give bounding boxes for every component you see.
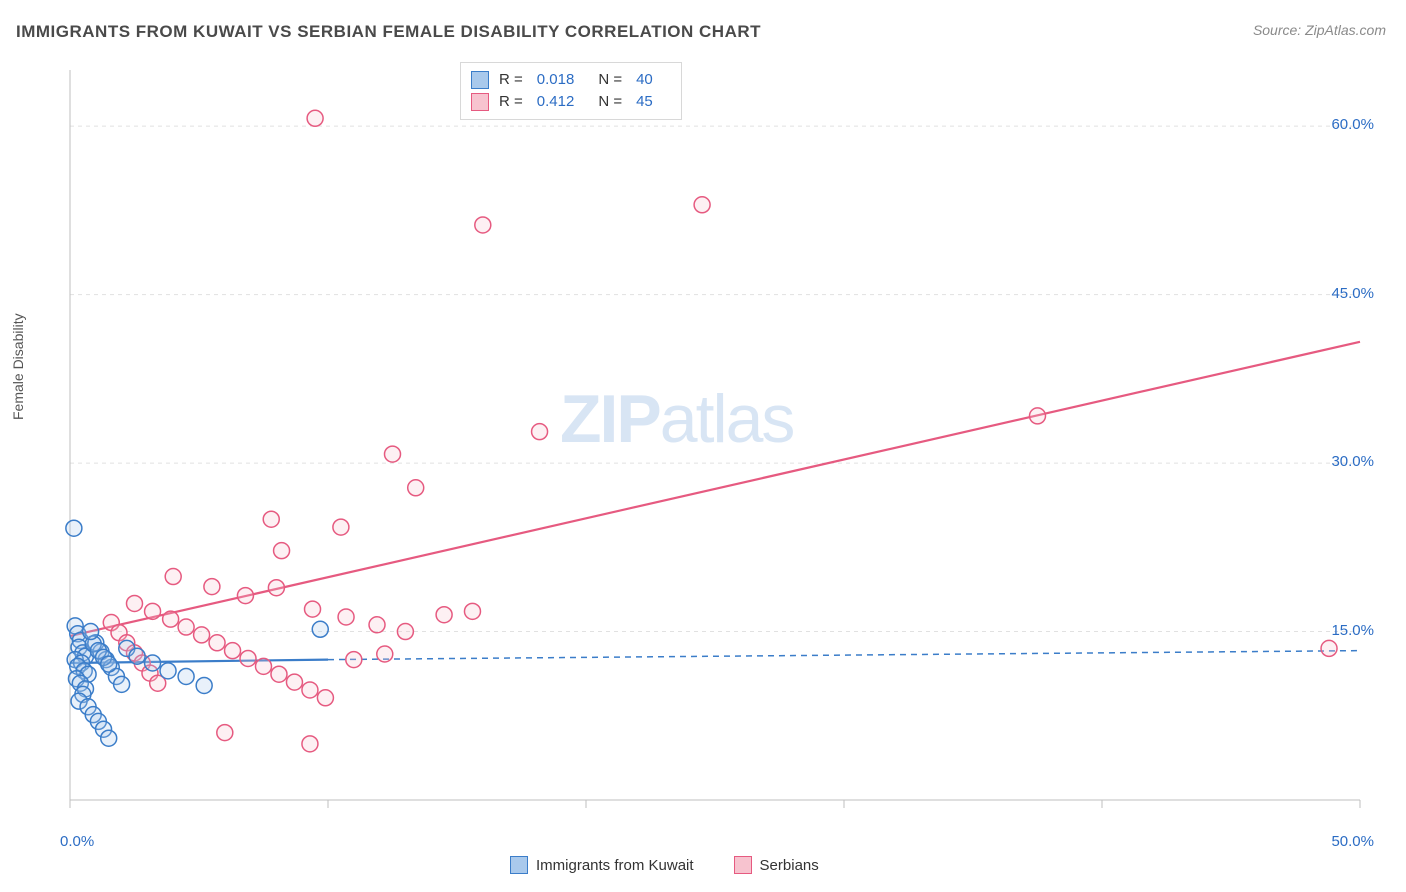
x-tick-50: 50.0% bbox=[1331, 833, 1374, 850]
swatch-kuwait bbox=[471, 71, 489, 89]
legend-label-serbian: Serbians bbox=[760, 857, 819, 874]
swatch-serbian bbox=[471, 93, 489, 111]
swatch-kuwait bbox=[510, 856, 528, 874]
y-tick-45: 45.0% bbox=[1331, 285, 1374, 302]
correlation-scatter-plot bbox=[50, 60, 1370, 830]
swatch-serbian bbox=[734, 856, 752, 874]
y-tick-60: 60.0% bbox=[1331, 116, 1374, 133]
chart-title: IMMIGRANTS FROM KUWAIT VS SERBIAN FEMALE… bbox=[16, 22, 761, 42]
y-tick-15: 15.0% bbox=[1331, 622, 1374, 639]
legend-item-kuwait: Immigrants from Kuwait bbox=[510, 856, 694, 874]
legend-item-serbian: Serbians bbox=[734, 856, 819, 874]
legend-stats-row-serbian: R = 0.412 N = 45 bbox=[471, 91, 667, 113]
legend-label-kuwait: Immigrants from Kuwait bbox=[536, 857, 694, 874]
legend-stats-row-kuwait: R = 0.018 N = 40 bbox=[471, 69, 667, 91]
x-tick-0: 0.0% bbox=[60, 833, 94, 850]
source-credit: Source: ZipAtlas.com bbox=[1253, 22, 1386, 38]
y-tick-30: 30.0% bbox=[1331, 453, 1374, 470]
y-axis-label: Female Disability bbox=[10, 313, 26, 420]
legend-stats-box: R = 0.018 N = 40 R = 0.412 N = 45 bbox=[460, 62, 682, 120]
legend-series: Immigrants from Kuwait Serbians bbox=[510, 856, 819, 874]
